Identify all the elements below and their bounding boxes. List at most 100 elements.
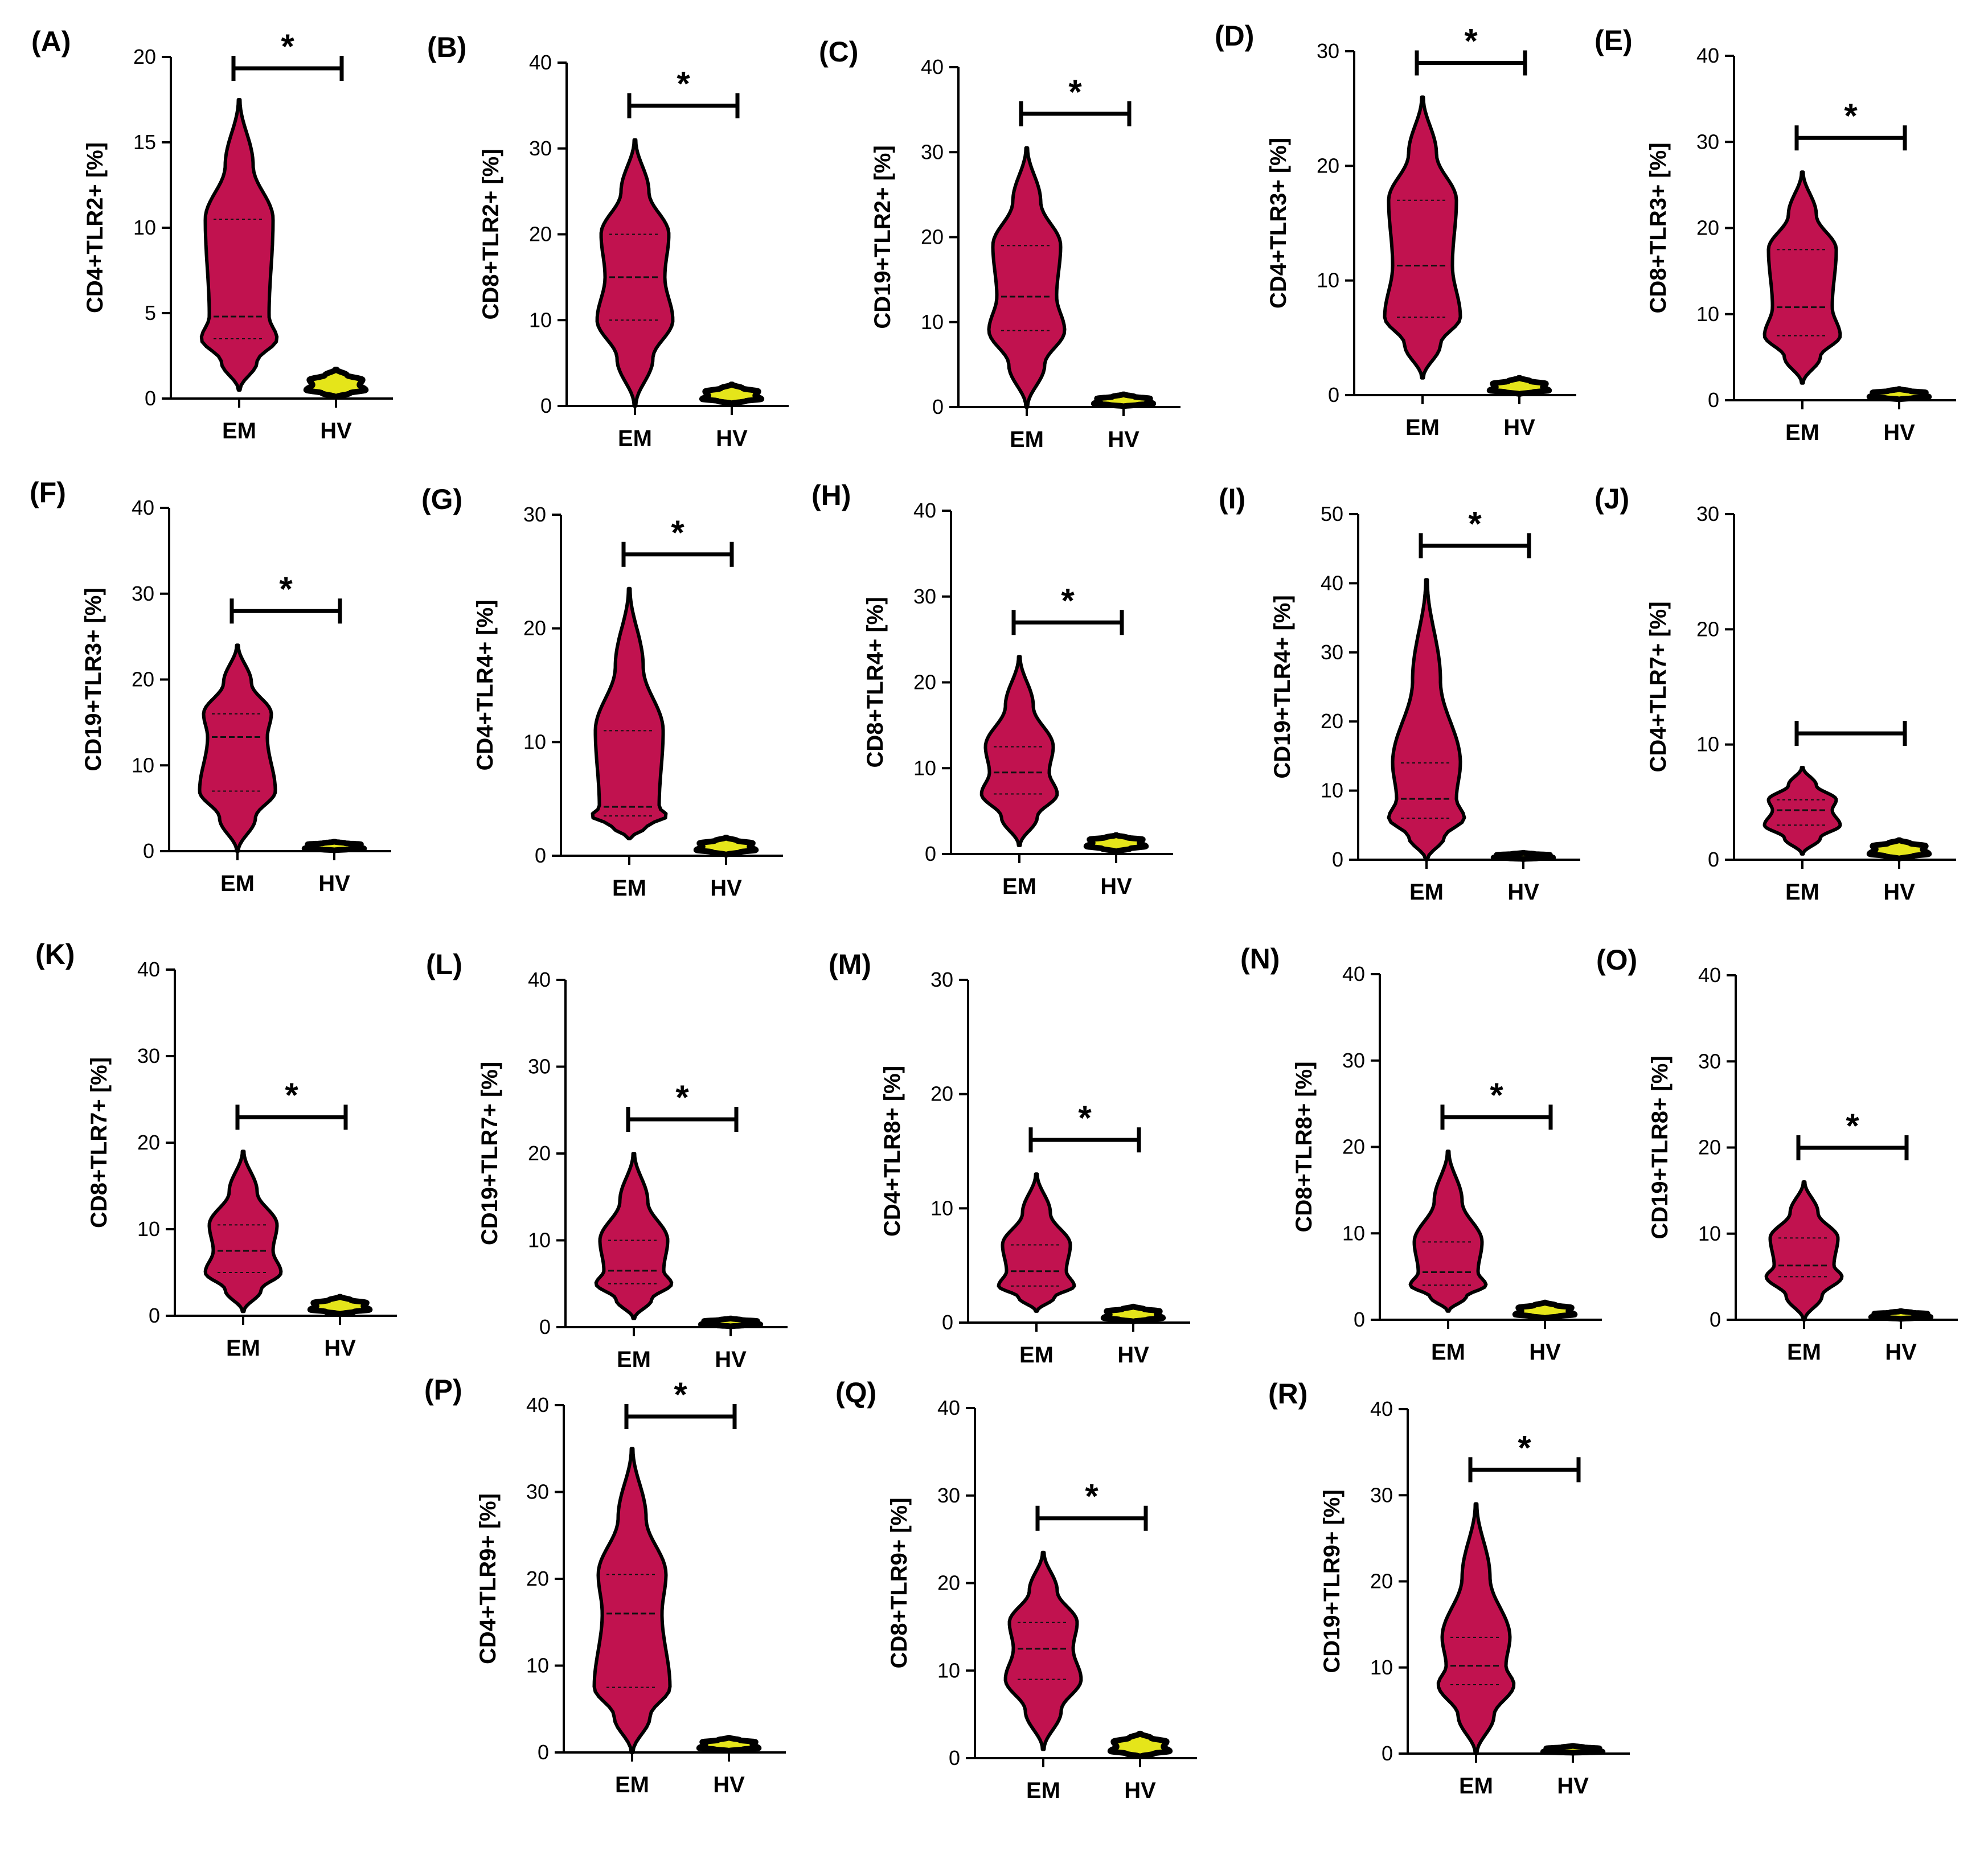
significance-star: * <box>1518 1428 1531 1467</box>
y-tick-label: 20 <box>137 1131 160 1154</box>
significance-star: * <box>1085 1477 1098 1516</box>
significance-star: * <box>671 514 684 552</box>
panel-p: (P) 0 10 20 30 40 CD4+TLR9+ [%] EM HV * <box>424 1374 786 1797</box>
panel-letter: (B) <box>427 31 466 63</box>
x-category-label: HV <box>1529 1340 1561 1365</box>
y-axis-label: CD8+TLR9+ [%] <box>887 1497 912 1668</box>
y-axis-label: CD4+TLR9+ [%] <box>476 1493 501 1664</box>
x-category-label: EM <box>1002 874 1036 899</box>
y-tick-label: 30 <box>1342 1049 1365 1072</box>
y-tick-label: 20 <box>1321 709 1343 733</box>
y-tick-label: 30 <box>529 137 552 160</box>
y-tick-label: 20 <box>1317 154 1339 177</box>
y-tick-label: 5 <box>145 301 156 325</box>
y-tick-label: 30 <box>528 1055 551 1078</box>
violin-em <box>1436 1502 1516 1755</box>
y-axis-label: CD19+TLR4+ [%] <box>1270 595 1295 778</box>
y-tick-label: 0 <box>1332 848 1343 871</box>
y-tick-label: 0 <box>538 1740 549 1764</box>
x-category-label: EM <box>1409 880 1444 905</box>
panel-j: (J) 0 10 20 30 CD4+TLR7+ [%] EM HV <box>1595 483 1956 905</box>
panel-a: (A) 0 5 10 15 20 CD4+TLR2+ [%] EM HV * <box>31 26 393 444</box>
x-category-label: HV <box>318 871 350 896</box>
violin-em <box>1383 95 1462 380</box>
y-tick-label: 0 <box>942 1311 953 1334</box>
y-tick-label: 0 <box>1708 848 1719 871</box>
violin-em <box>592 1447 672 1754</box>
y-tick-label: 20 <box>1342 1135 1365 1159</box>
y-tick-label: 10 <box>137 1217 160 1241</box>
panel-letter: (P) <box>424 1374 462 1406</box>
x-category-label: EM <box>1785 880 1819 905</box>
y-tick-label: 20 <box>921 225 944 249</box>
y-tick-label: 40 <box>526 1393 549 1417</box>
y-tick-label: 0 <box>540 394 552 417</box>
y-axis-label: CD19+TLR9+ [%] <box>1319 1489 1345 1673</box>
significance-star: * <box>281 27 294 65</box>
panel-k: (K) 0 10 20 30 40 CD8+TLR7+ [%] EM HV * <box>35 938 397 1361</box>
y-tick-label: 20 <box>523 617 546 640</box>
violin-hv <box>696 1735 762 1754</box>
y-tick-label: 40 <box>1698 963 1721 987</box>
panel-letter: (L) <box>426 949 462 980</box>
x-category-label: EM <box>615 1772 649 1797</box>
y-tick-label: 40 <box>132 496 154 519</box>
panel-letter: (J) <box>1595 483 1629 515</box>
x-category-label: EM <box>612 876 646 901</box>
y-tick-label: 40 <box>1696 44 1719 67</box>
x-category-label: EM <box>222 418 256 444</box>
y-tick-label: 0 <box>1354 1308 1365 1331</box>
panel-n: (N) 0 10 20 30 40 CD8+TLR8+ [%] EM HV * <box>1240 943 1602 1365</box>
y-tick-label: 40 <box>137 958 160 981</box>
y-tick-label: 10 <box>1370 1656 1393 1679</box>
y-tick-label: 0 <box>539 1315 551 1339</box>
y-tick-label: 20 <box>133 45 156 68</box>
violin-hv <box>303 367 369 400</box>
y-tick-label: 40 <box>1342 962 1365 986</box>
y-axis-label: CD8+TLR8+ [%] <box>1292 1061 1317 1232</box>
y-tick-label: 10 <box>931 1196 953 1220</box>
y-tick-label: 40 <box>1370 1397 1393 1421</box>
x-category-label: HV <box>715 1347 747 1372</box>
y-tick-label: 20 <box>1370 1570 1393 1593</box>
x-category-label: HV <box>710 876 742 901</box>
y-tick-label: 20 <box>529 223 552 246</box>
panel-letter: (C) <box>819 36 858 68</box>
x-category-label: HV <box>713 1772 745 1797</box>
x-category-label: EM <box>1010 427 1044 452</box>
violin-hv <box>699 381 765 407</box>
violin-em <box>594 1152 674 1320</box>
y-tick-label: 10 <box>526 1654 549 1677</box>
panel-letter: (A) <box>31 26 71 58</box>
violin-em <box>199 98 279 392</box>
panel-q: (Q) 0 10 20 30 40 CD8+TLR9+ [%] EM HV * <box>835 1377 1197 1803</box>
y-tick-label: 10 <box>921 310 944 334</box>
y-tick-label: 20 <box>132 668 154 691</box>
x-category-label: EM <box>1459 1774 1493 1799</box>
panel-letter: (R) <box>1268 1378 1307 1410</box>
violin-em <box>987 146 1067 409</box>
panel-o: (O) 0 10 20 30 40 CD19+TLR8+ [%] EM HV * <box>1596 944 1958 1365</box>
significance-star: * <box>674 1376 687 1414</box>
y-tick-label: 30 <box>1698 1049 1721 1073</box>
panel-letter: (Q) <box>835 1377 876 1409</box>
y-tick-label: 30 <box>937 1484 960 1507</box>
x-category-label: HV <box>324 1336 356 1361</box>
y-tick-label: 10 <box>523 730 546 753</box>
y-tick-label: 50 <box>1321 502 1343 526</box>
violin-hv <box>693 835 759 857</box>
x-category-label: HV <box>1883 880 1915 905</box>
panel-letter: (K) <box>35 938 75 970</box>
violin-hv <box>1866 386 1932 403</box>
violin-hv <box>1091 391 1157 409</box>
violin-em <box>1003 1550 1083 1751</box>
significance-star: * <box>675 1078 689 1116</box>
y-tick-label: 30 <box>921 140 944 163</box>
y-axis-label: CD8+TLR3+ [%] <box>1646 142 1671 313</box>
y-tick-label: 0 <box>932 395 944 418</box>
significance-star: * <box>1061 581 1075 619</box>
y-tick-label: 0 <box>1328 383 1339 407</box>
x-category-label: EM <box>1026 1778 1060 1803</box>
